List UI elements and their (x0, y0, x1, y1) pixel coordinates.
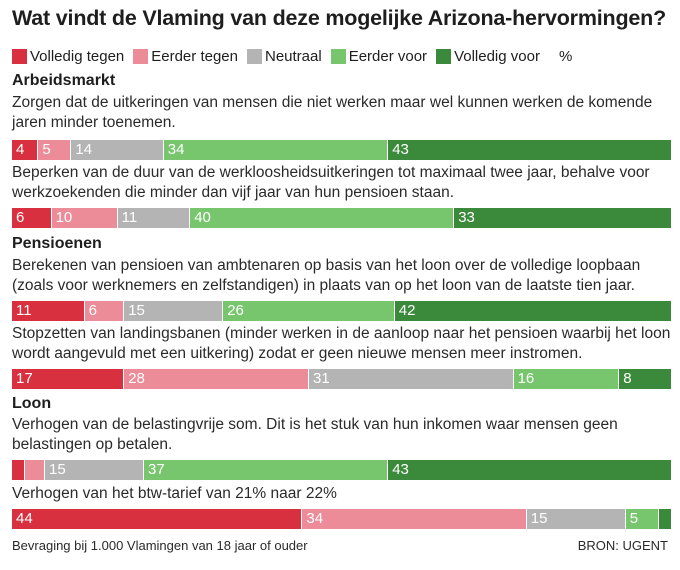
segment-neutraal: 15 (124, 301, 224, 321)
data-label: 10 (55, 209, 73, 226)
legend-label: Eerder voor (348, 47, 428, 65)
segment-volledig-voor: 42 (394, 301, 672, 321)
data-label: 11 (16, 302, 32, 319)
segment-eerder-tegen: 34 (302, 509, 527, 529)
legend-label: Eerder tegen (151, 47, 238, 65)
data-label: 42 (398, 302, 416, 319)
legend-swatch (436, 48, 452, 64)
segment-neutraal: 11 (117, 208, 191, 228)
segment-eerder-voor: 26 (223, 301, 395, 321)
legend-item-volledig-voor: Volledig voor (436, 48, 540, 65)
data-label: 6 (88, 302, 97, 319)
question-text: Zorgen dat de uitkeringen van mensen die… (12, 94, 653, 131)
question-text: Verhogen van de belastingvrije som. Dit … (12, 416, 618, 453)
segment-eerder-voor: 37 (144, 460, 389, 480)
data-label: 6 (16, 209, 25, 226)
data-label: 15 (530, 510, 548, 527)
segment-volledig-tegen (12, 460, 26, 480)
legend-swatch (330, 48, 346, 64)
segment-eerder-tegen: 5 (38, 140, 72, 160)
segment-eerder-tegen (25, 460, 45, 480)
data-label: 8 (623, 370, 632, 387)
survey-note: Bevraging bij 1.000 Vlamingen van 18 jaa… (12, 538, 308, 553)
data-label: 15 (49, 461, 66, 478)
data-label: 33 (458, 209, 475, 226)
segment-eerder-voor: 5 (625, 509, 659, 529)
source-credit: BRON: UGENT (577, 538, 668, 553)
data-label: 5 (42, 141, 51, 158)
data-label: 34 (306, 510, 324, 527)
data-label: 16 (517, 370, 535, 387)
segment-neutraal: 15 (45, 460, 144, 480)
segment-neutraal: 31 (309, 369, 514, 389)
question-text: Verhogen van het btw-tarief van 21% naar… (12, 485, 337, 502)
segment-eerder-tegen: 10 (51, 208, 118, 228)
data-label: 31 (313, 370, 330, 387)
question-text: Beperken van de duur van de werkloosheid… (12, 164, 650, 201)
segment-eerder-tegen: 6 (84, 301, 125, 321)
data-label: 26 (227, 302, 244, 319)
legend-item-neutraal: Neutraal (246, 47, 322, 65)
segment-eerder-tegen: 28 (124, 369, 309, 389)
stacked-bar: 17 28 31 16 8 (12, 369, 672, 389)
segment-volledig-tegen: 6 (12, 208, 52, 228)
legend-item-volledig-tegen: Volledig tegen (12, 48, 124, 65)
segment-volledig-tegen: 4 (12, 140, 39, 160)
segment-eerder-voor: 16 (513, 369, 620, 389)
segment-volledig-tegen: 17 (12, 369, 125, 389)
section-title-arbeidsmarkt: Arbeidsmarkt (12, 72, 116, 89)
data-label: 34 (167, 141, 185, 158)
question-text: Berekenen van pensioen van ambtenaren op… (12, 257, 641, 294)
legend-unit: % (558, 47, 573, 65)
stacked-bar: 15 37 43 (12, 460, 672, 480)
section-title-pensioenen: Pensioenen (12, 235, 102, 252)
chart-title: Wat vindt de Vlaming van deze mogelijke … (12, 6, 667, 30)
legend: Volledig tegen Eerder tegen Neutraal Eer… (12, 47, 572, 65)
segment-eerder-voor: 40 (190, 208, 455, 228)
data-label: 11 (121, 209, 138, 226)
segment-eerder-voor: 34 (163, 140, 389, 160)
data-label: 40 (194, 209, 211, 226)
data-label: 17 (16, 370, 33, 387)
data-label: 44 (16, 510, 33, 527)
legend-swatch (133, 48, 149, 64)
segment-volledig-voor: 43 (388, 140, 672, 160)
stacked-bar: 44 34 15 5 (12, 509, 672, 529)
data-label: 14 (75, 141, 93, 158)
stacked-bar: 6 10 11 40 33 (12, 208, 672, 228)
legend-item-eerder-tegen: Eerder tegen (133, 48, 238, 65)
data-label: 4 (16, 141, 25, 158)
stacked-bar: 4 5 14 34 43 (12, 140, 672, 160)
segment-volledig-voor: 43 (388, 460, 672, 480)
data-label: 28 (128, 370, 145, 387)
segment-volledig-voor: 33 (454, 208, 672, 228)
section-title-loon: Loon (12, 395, 52, 412)
segment-volledig-voor (658, 509, 672, 529)
data-label: 43 (392, 141, 409, 158)
segment-neutraal: 14 (71, 140, 164, 160)
question-text: Stopzetten van landingsbanen (minder wer… (12, 325, 671, 362)
legend-label: Neutraal (264, 47, 322, 65)
legend-swatch (246, 48, 262, 64)
segment-volledig-voor: 8 (619, 369, 672, 389)
stacked-bar: 11 6 15 26 42 (12, 301, 672, 321)
data-label: 43 (392, 461, 409, 478)
segment-neutraal: 15 (526, 509, 626, 529)
data-label: 37 (148, 461, 165, 478)
segment-volledig-tegen: 11 (12, 301, 85, 321)
legend-label: Volledig voor (454, 47, 540, 65)
legend-item-eerder-voor: Eerder voor (330, 47, 428, 65)
data-label: 15 (128, 302, 145, 319)
data-label: 5 (629, 510, 639, 527)
legend-label: Volledig tegen (30, 47, 125, 65)
legend-swatch (12, 48, 27, 64)
segment-volledig-tegen: 44 (12, 509, 303, 529)
